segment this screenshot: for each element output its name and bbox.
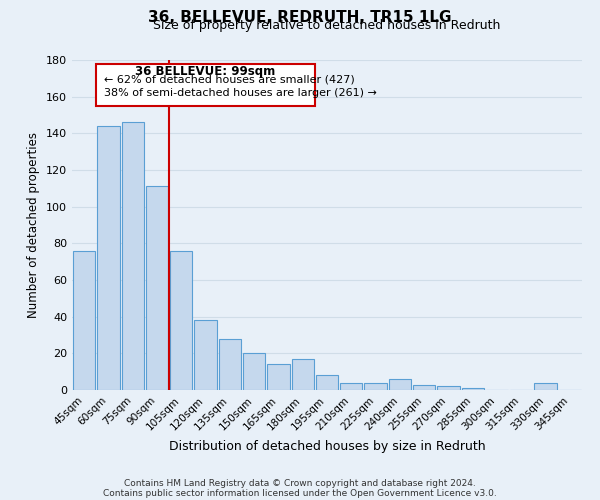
Bar [146,186,168,390]
Bar [535,382,557,390]
Text: 38% of semi-detached houses are larger (261) →: 38% of semi-detached houses are larger (… [104,88,376,98]
Bar [292,359,314,390]
Text: Contains HM Land Registry data © Crown copyright and database right 2024.: Contains HM Land Registry data © Crown c… [124,478,476,488]
Bar [389,379,411,390]
Bar [243,354,265,390]
Bar [267,364,290,390]
Bar [316,376,338,390]
Bar [364,382,387,390]
Bar [170,250,193,390]
Bar [218,338,241,390]
Title: Size of property relative to detached houses in Redruth: Size of property relative to detached ho… [154,20,500,32]
FancyBboxPatch shape [96,64,315,106]
Text: 36, BELLEVUE, REDRUTH, TR15 1LG: 36, BELLEVUE, REDRUTH, TR15 1LG [148,10,452,25]
Bar [340,382,362,390]
Bar [437,386,460,390]
Bar [413,384,436,390]
Text: ← 62% of detached houses are smaller (427): ← 62% of detached houses are smaller (42… [104,74,355,85]
X-axis label: Distribution of detached houses by size in Redruth: Distribution of detached houses by size … [169,440,485,453]
Bar [461,388,484,390]
Y-axis label: Number of detached properties: Number of detached properties [28,132,40,318]
Bar [97,126,119,390]
Bar [122,122,144,390]
Text: 36 BELLEVUE: 99sqm: 36 BELLEVUE: 99sqm [136,66,275,78]
Bar [73,250,95,390]
Text: Contains public sector information licensed under the Open Government Licence v3: Contains public sector information licen… [103,488,497,498]
Bar [194,320,217,390]
